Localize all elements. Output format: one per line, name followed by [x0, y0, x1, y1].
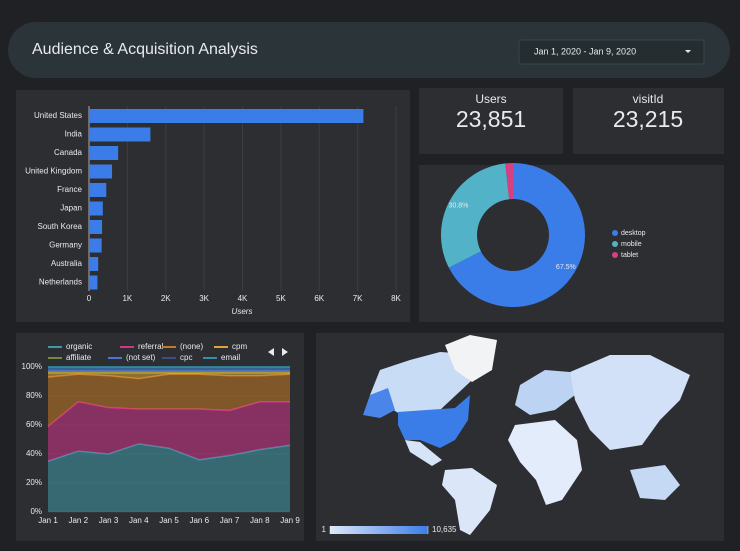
- y-tick-label: Germany: [49, 241, 82, 250]
- legend-label: cpm: [232, 342, 247, 351]
- date-range-text: Jan 1, 2020 - Jan 9, 2020: [534, 46, 636, 56]
- y-tick-label: 0%: [30, 507, 42, 516]
- legend-label: email: [221, 353, 240, 362]
- area: [48, 372, 290, 379]
- x-tick-label: 5K: [276, 294, 286, 303]
- x-tick-label: 4K: [238, 294, 248, 303]
- y-tick-label: Netherlands: [39, 278, 82, 287]
- bar: [89, 220, 103, 234]
- scorecard-label: Users: [475, 92, 506, 106]
- bar: [89, 164, 113, 179]
- x-tick-label: Jan 8: [250, 516, 270, 525]
- scorecard-panel: [573, 88, 724, 154]
- x-tick-label: Jan 3: [99, 516, 119, 525]
- scale-label: 10,635: [432, 525, 457, 534]
- bar-panel: [16, 90, 410, 322]
- country: [370, 352, 480, 414]
- scorecard-value: 23,215: [613, 106, 683, 132]
- y-tick-label: India: [65, 130, 83, 139]
- color-scale: [330, 526, 428, 534]
- country: [570, 355, 690, 450]
- legend-label: cpc: [180, 353, 192, 362]
- legend-swatch: [612, 230, 618, 236]
- data-label: 67.5%: [556, 264, 576, 271]
- country: [515, 370, 575, 415]
- bar: [89, 238, 102, 253]
- legend-label: tablet: [621, 252, 638, 259]
- bar: [89, 183, 107, 197]
- x-tick-label: Jan 5: [159, 516, 179, 525]
- y-tick-label: 20%: [26, 478, 42, 487]
- pie-slice: [440, 163, 510, 268]
- scorecard-panel: [419, 88, 563, 154]
- legend-label: (none): [180, 342, 203, 351]
- x-tick-label: Jan 7: [220, 516, 240, 525]
- country: [445, 335, 497, 382]
- bar: [89, 257, 99, 271]
- x-tick-label: Jan 2: [68, 516, 88, 525]
- y-tick-label: 40%: [26, 449, 42, 458]
- legend-label: (not set): [126, 353, 156, 362]
- x-tick-label: Jan 4: [129, 516, 149, 525]
- x-tick-label: 6K: [314, 294, 324, 303]
- bar: [89, 146, 119, 160]
- x-tick-label: 3K: [199, 294, 209, 303]
- bar: [89, 275, 98, 290]
- x-tick-label: Jan 9: [280, 516, 300, 525]
- y-tick-label: 80%: [26, 391, 42, 400]
- y-tick-label: Australia: [51, 259, 83, 268]
- legend-label: organic: [66, 342, 92, 351]
- area: [48, 374, 290, 427]
- pie-slice: [505, 163, 513, 200]
- scale-label: 1: [322, 525, 327, 534]
- x-axis-label: Users: [232, 307, 253, 316]
- y-tick-label: United States: [34, 111, 82, 120]
- country: [508, 420, 582, 505]
- x-tick-label: 8K: [391, 294, 401, 303]
- legend-label: referral: [138, 342, 164, 351]
- data-label: 30.8%: [449, 202, 469, 209]
- legend-label: mobile: [621, 241, 642, 248]
- y-tick-label: South Korea: [38, 222, 83, 231]
- y-tick-label: United Kingdom: [25, 167, 82, 176]
- legend-swatch: [612, 252, 618, 258]
- dashboard-title: Audience & Acquisition Analysis: [32, 41, 258, 58]
- scorecard-value: 23,851: [456, 106, 526, 132]
- country: [405, 440, 442, 466]
- legend-swatch: [612, 241, 618, 247]
- legend-pager[interactable]: [268, 348, 288, 356]
- country: [363, 388, 395, 418]
- country: [398, 395, 470, 448]
- bar: [89, 127, 151, 142]
- x-tick-label: Jan 1: [38, 516, 58, 525]
- country: [630, 465, 680, 500]
- area: [48, 401, 290, 462]
- x-tick-label: 0: [87, 294, 92, 303]
- y-tick-label: Canada: [54, 148, 83, 157]
- legend-label: affiliate: [66, 353, 92, 362]
- y-tick-label: Japan: [60, 204, 82, 213]
- scorecard-label: visitId: [633, 92, 664, 106]
- dropdown-arrow: [685, 50, 691, 53]
- x-tick-label: Jan 6: [189, 516, 209, 525]
- y-tick-label: 100%: [22, 362, 42, 371]
- x-tick-label: 1K: [122, 294, 132, 303]
- country: [442, 468, 497, 535]
- y-tick-label: 60%: [26, 420, 42, 429]
- x-tick-label: 2K: [161, 294, 171, 303]
- date-range-picker[interactable]: [518, 39, 705, 65]
- pie-slice: [448, 163, 585, 308]
- legend-label: desktop: [621, 230, 646, 237]
- world-map: [363, 335, 690, 535]
- bar: [89, 109, 364, 123]
- y-tick-label: France: [57, 185, 82, 194]
- area: [48, 443, 290, 512]
- x-tick-label: 7K: [353, 294, 363, 303]
- bar: [89, 201, 103, 216]
